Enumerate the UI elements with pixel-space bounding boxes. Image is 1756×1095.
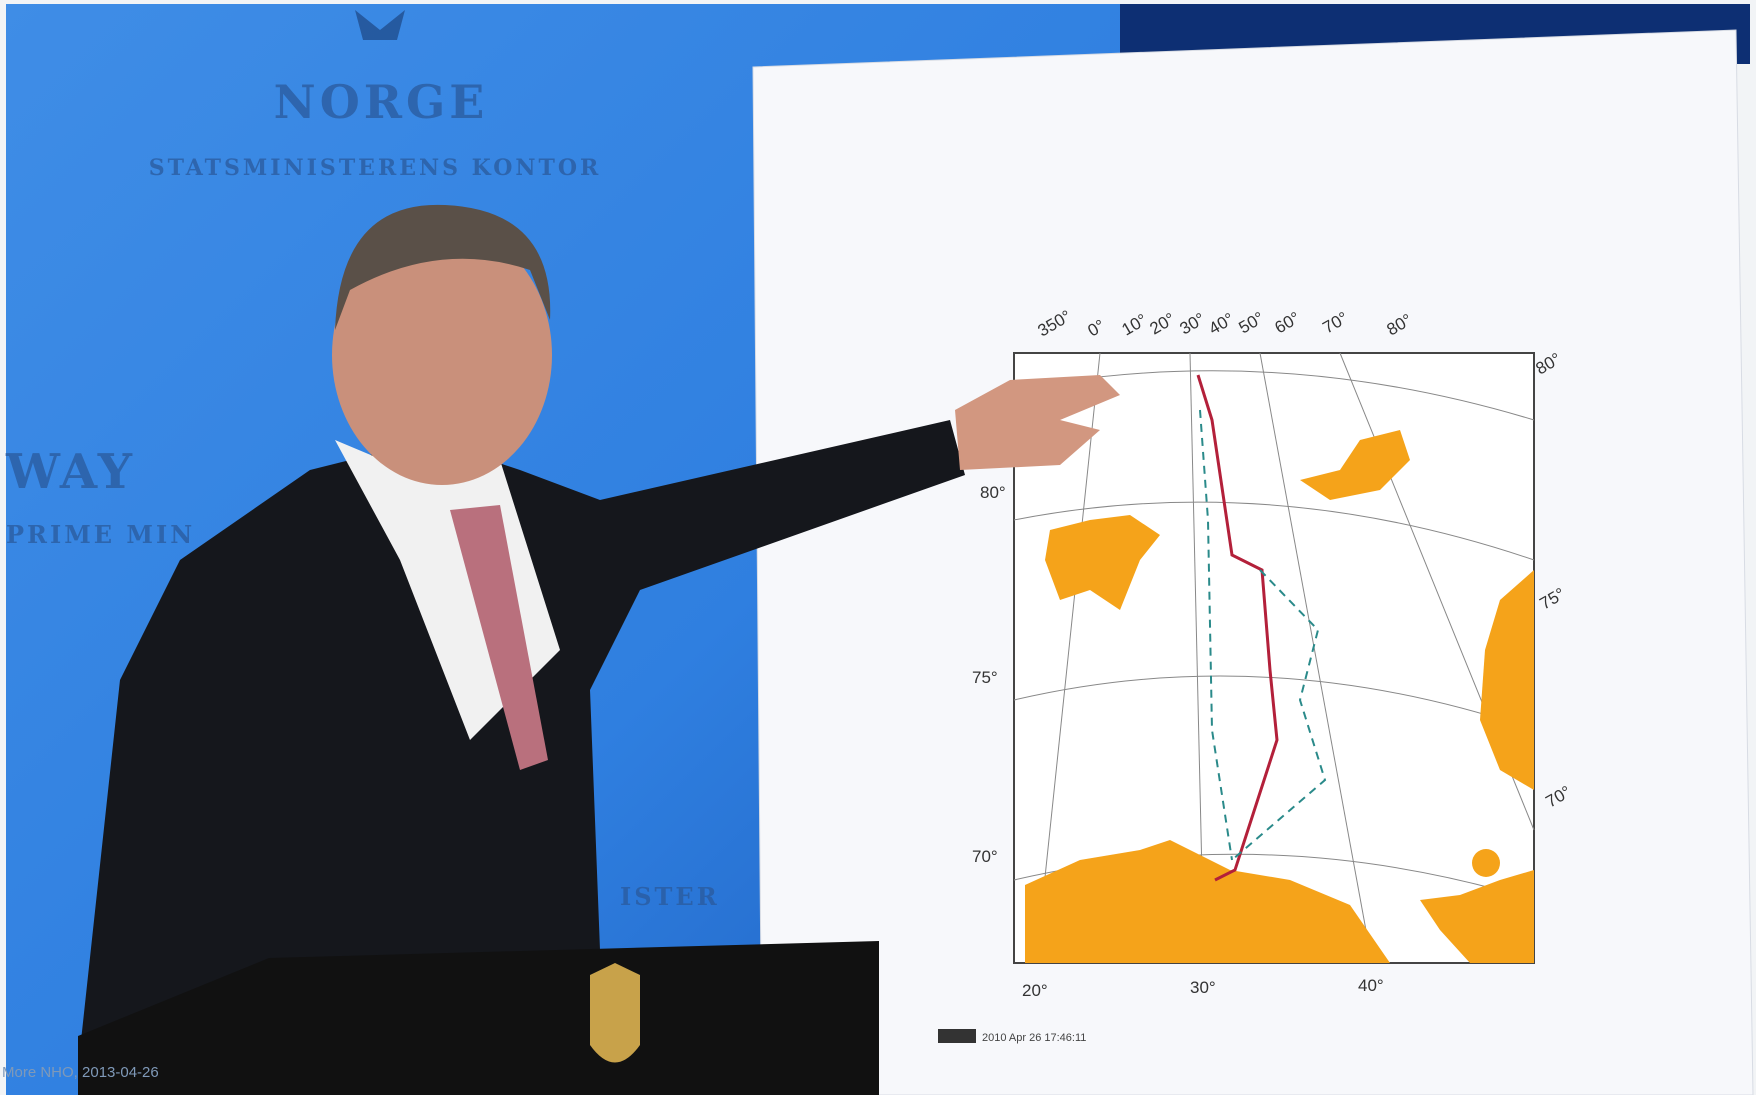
map-label: 40° [1358,976,1384,995]
backdrop-subtitle: STATSMINISTERENS KONTOR [149,155,602,181]
map-label: 70° [972,847,998,866]
backdrop-left-subtitle: PRIME MIN [6,520,195,549]
photo: NORGE STATSMINISTERENS KONTOR WAY PRIME … [0,0,1756,1095]
podium-crest [590,963,640,1063]
map-label: 80° [980,483,1006,502]
map-timestamp: 2010 Apr 26 17:46:11 [982,1032,1086,1044]
backdrop-bottom-text: ISTER [620,882,720,911]
map [1014,353,1534,963]
map-label: 20° [1022,981,1048,1000]
map-label: 30° [1190,978,1216,997]
backdrop-left-title: WAY [5,444,135,500]
backdrop-title: NORGE [274,75,489,129]
map-label: 75° [972,668,998,687]
page: NORGE STATSMINISTERENS KONTOR WAY PRIME … [0,0,1756,1095]
caption: More NHO, 2013-04-26 [2,1064,159,1081]
logo-box [938,1029,976,1043]
